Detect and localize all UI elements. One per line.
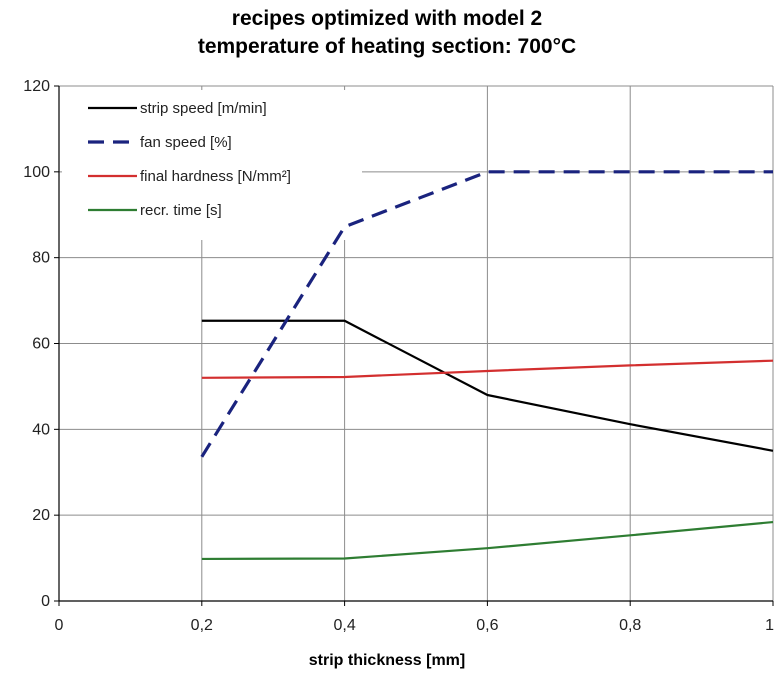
legend-label: final hardness [N/mm²] — [140, 168, 291, 185]
series-line-strip-speed-m-min — [201, 319, 774, 452]
legend-label: strip speed [m/min] — [140, 100, 267, 117]
x-tick-labels: 0 0,2 0,4 0,6 0,8 1 — [55, 617, 774, 634]
y-tick-label: 60 — [32, 336, 50, 353]
legend-label: recr. time [s] — [140, 202, 222, 219]
chart-subtitle: temperature of heating section: 700°C — [197, 35, 577, 58]
y-tick-label: 20 — [32, 507, 50, 524]
series-line-recr-time-s — [201, 520, 774, 561]
x-tick-label: 0,8 — [619, 617, 641, 634]
series-lines — [200, 170, 774, 561]
axes — [54, 85, 774, 606]
y-tick-label: 120 — [23, 78, 50, 95]
x-tick-label: 0,6 — [476, 617, 498, 634]
legend-background — [62, 90, 362, 240]
series-line-final-hardness-n-mm — [201, 359, 774, 379]
x-tick-label: 0,2 — [191, 617, 213, 634]
y-tick-label: 100 — [23, 164, 50, 181]
x-axis-label: strip thickness [mm] — [308, 652, 466, 669]
series-line-fan-speed — [200, 170, 773, 458]
y-tick-label: 40 — [32, 421, 50, 438]
legend: strip speed [m/min] fan speed [%] final ha… — [88, 100, 291, 219]
chart-title: recipes optimized with model 2 — [231, 7, 543, 30]
y-tick-label: 0 — [41, 593, 50, 610]
x-tick-label: 1 — [765, 617, 774, 634]
x-tick-label: 0 — [55, 617, 64, 634]
y-tick-labels: 0 20 40 60 80 100 120 — [23, 78, 50, 610]
legend-label: fan speed [%] — [140, 134, 232, 151]
x-tick-label: 0,4 — [333, 617, 355, 634]
y-tick-label: 80 — [32, 250, 50, 267]
